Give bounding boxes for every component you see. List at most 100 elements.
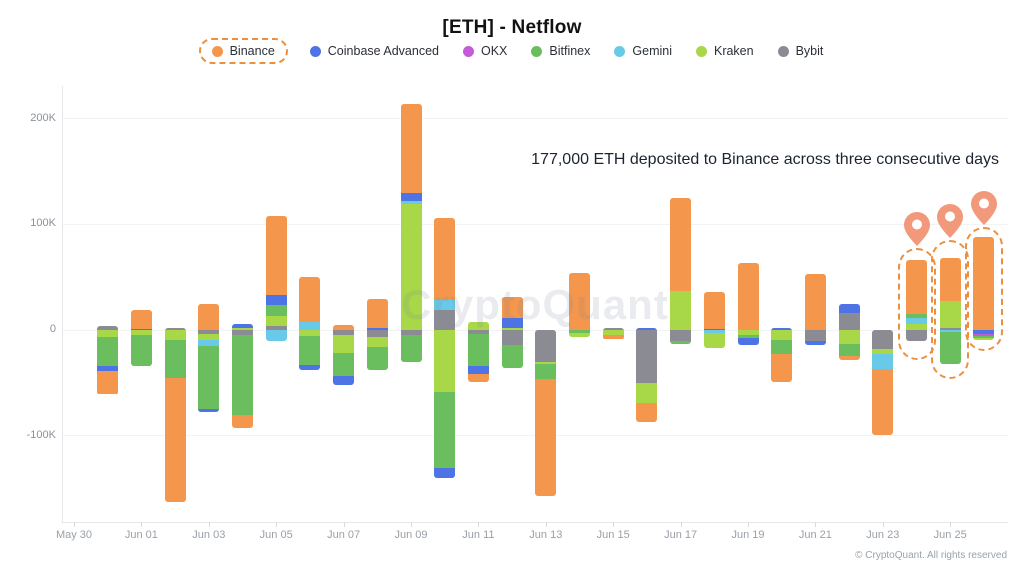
bar-segment-bitfinex[interactable] (164, 339, 186, 378)
bar-segment-binance[interactable] (804, 273, 826, 330)
bar-segment-coinbase-advanced[interactable] (130, 328, 152, 331)
bar-segment-bitfinex[interactable] (434, 392, 456, 469)
bar-segment-kraken[interactable] (569, 333, 590, 338)
bar-segment-coinbase-advanced[interactable] (737, 338, 759, 345)
bar-jun-23[interactable] (872, 330, 894, 435)
bar-segment-gemini[interactable] (198, 339, 220, 346)
bar-jun-21[interactable] (804, 273, 826, 345)
bar-segment-binance[interactable] (434, 217, 456, 301)
bar-segment-kraken[interactable] (299, 329, 321, 337)
bar-jun-16[interactable] (636, 327, 658, 422)
bar-segment-bitfinex[interactable] (737, 335, 759, 339)
bar-segment-bybit[interactable] (838, 313, 860, 330)
bar-jun-02[interactable] (164, 327, 186, 503)
bar-jun-22[interactable] (838, 303, 860, 360)
bar-jun-19[interactable] (737, 263, 759, 345)
bar-segment-bitfinex[interactable] (939, 332, 961, 364)
bar-jun-05[interactable] (265, 215, 287, 341)
bar-jun-25[interactable] (939, 258, 961, 364)
bar-segment-binance[interactable] (569, 272, 590, 330)
bar-segment-binance[interactable] (164, 377, 186, 503)
bar-segment-gemini[interactable] (703, 330, 725, 333)
bar-segment-bybit[interactable] (333, 329, 355, 336)
bar-jun-15[interactable] (602, 327, 624, 340)
bar-segment-kraken[interactable] (467, 321, 489, 330)
bar-jun-11[interactable] (467, 321, 489, 382)
bar-segment-coinbase-advanced[interactable] (366, 327, 388, 330)
bar-segment-bybit[interactable] (670, 329, 692, 341)
bar-jun-20[interactable] (771, 327, 793, 382)
bar-segment-coinbase-advanced[interactable] (333, 376, 355, 385)
bar-segment-kraken[interactable] (737, 329, 759, 336)
bar-segment-coinbase-advanced[interactable] (232, 323, 253, 328)
bar-jun-04[interactable] (232, 323, 253, 429)
bar-segment-coinbase-advanced[interactable] (703, 328, 725, 331)
bar-segment-bybit[interactable] (97, 325, 119, 330)
bar-segment-bitfinex[interactable] (97, 337, 119, 366)
bar-segment-gemini[interactable] (434, 300, 456, 310)
bar-segment-coinbase-advanced[interactable] (771, 327, 793, 330)
bar-segment-bybit[interactable] (467, 329, 489, 335)
bar-segment-bitfinex[interactable] (232, 335, 253, 415)
bar-segment-bitfinex[interactable] (771, 339, 793, 355)
bar-segment-bitfinex[interactable] (130, 334, 152, 367)
bar-segment-kraken[interactable] (703, 332, 725, 349)
bar-segment-bitfinex[interactable] (299, 336, 321, 365)
bar-segment-bitfinex[interactable] (366, 346, 388, 371)
bar-segment-binance[interactable] (939, 258, 961, 302)
bar-segment-bitfinex[interactable] (467, 334, 489, 366)
bar-segment-binance[interactable] (501, 297, 523, 319)
bar-segment-kraken[interactable] (198, 334, 220, 340)
bar-segment-kraken[interactable] (535, 361, 557, 364)
bar-segment-binance[interactable] (265, 215, 287, 296)
bar-jun-03[interactable] (198, 303, 220, 413)
bar-segment-kraken[interactable] (771, 329, 793, 340)
bar-segment-kraken[interactable] (232, 327, 253, 330)
bar-segment-kraken[interactable] (670, 290, 692, 330)
bar-segment-gemini[interactable] (939, 329, 961, 333)
legend-item-binance[interactable]: Binance (198, 38, 288, 64)
bar-jun-24[interactable] (906, 260, 927, 341)
bar-segment-kraken[interactable] (906, 323, 927, 330)
bar-segment-binance[interactable] (299, 277, 321, 322)
bar-segment-bybit[interactable] (265, 325, 287, 330)
bar-segment-kraken[interactable] (164, 329, 186, 340)
bar-segment-coinbase-advanced[interactable] (838, 303, 860, 314)
bar-segment-kraken[interactable] (130, 330, 152, 335)
bar-segment-bybit[interactable] (501, 329, 523, 345)
bar-segment-kraken[interactable] (838, 329, 860, 344)
bar-jun-18[interactable] (703, 291, 725, 349)
bar-segment-bitfinex[interactable] (906, 314, 927, 319)
bar-segment-bybit[interactable] (198, 330, 220, 335)
bar-segment-coinbase-advanced[interactable] (97, 365, 119, 372)
bar-segment-binance[interactable] (906, 260, 927, 315)
legend-item-gemini[interactable]: Gemini (614, 44, 672, 58)
bar-segment-binance[interactable] (232, 414, 253, 429)
bar-segment-bybit[interactable] (906, 329, 927, 341)
bar-segment-gemini[interactable] (299, 321, 321, 330)
bar-segment-coinbase-advanced[interactable] (198, 409, 220, 413)
bar-jun-09[interactable] (400, 103, 422, 362)
legend-item-okx[interactable]: OKX (462, 44, 507, 58)
bar-segment-binance[interactable] (535, 378, 557, 496)
bar-segment-binance[interactable] (771, 354, 793, 382)
bar-segment-bitfinex[interactable] (501, 344, 523, 369)
bar-segment-bybit[interactable] (872, 330, 894, 350)
bar-segment-coinbase-advanced[interactable] (501, 318, 523, 328)
bar-segment-bybit[interactable] (602, 327, 624, 330)
bar-segment-bitfinex[interactable] (198, 345, 220, 410)
bar-segment-kraken[interactable] (434, 329, 456, 393)
bar-segment-bybit[interactable] (636, 329, 658, 383)
bar-segment-binance[interactable] (97, 371, 119, 395)
bar-segment-coinbase-advanced[interactable] (434, 468, 456, 478)
bar-segment-coinbase-advanced[interactable] (804, 340, 826, 345)
bar-segment-gemini[interactable] (872, 354, 894, 370)
bar-jun-13[interactable] (535, 330, 557, 496)
bar-segment-bitfinex[interactable] (333, 353, 355, 377)
bar-segment-gemini[interactable] (265, 329, 287, 341)
bar-segment-binance[interactable] (703, 291, 725, 329)
bar-segment-coinbase-advanced[interactable] (636, 327, 658, 330)
bar-jun-12[interactable] (501, 297, 523, 369)
bar-segment-binance[interactable] (838, 356, 860, 360)
bar-segment-binance[interactable] (602, 335, 624, 340)
